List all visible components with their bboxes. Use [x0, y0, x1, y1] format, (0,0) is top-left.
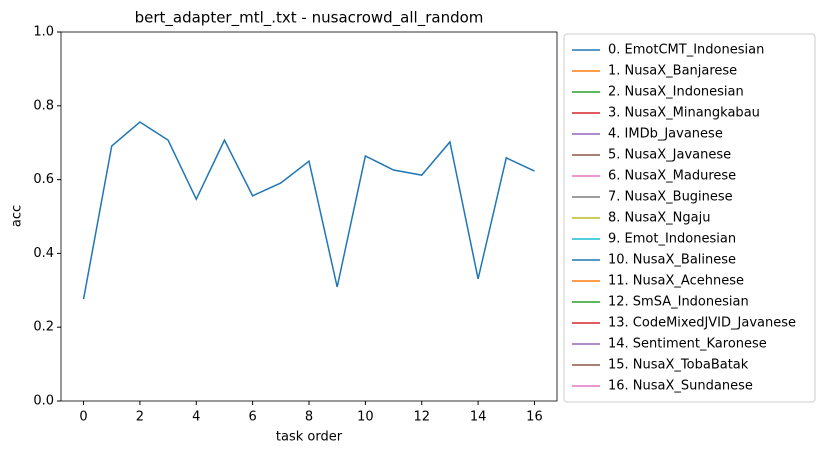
x-tick-label: 6 — [248, 410, 256, 425]
legend-label: 1. NusaX_Banjarese — [608, 64, 737, 79]
legend-label: 15. NusaX_TobaBatak — [608, 358, 749, 373]
x-tick-label: 2 — [136, 410, 144, 425]
legend-label: 14. Sentiment_Karonese — [608, 337, 767, 352]
x-tick-label: 14 — [470, 410, 487, 425]
legend-label: 16. NusaX_Sundanese — [608, 379, 753, 394]
x-tick-label: 4 — [192, 410, 200, 425]
y-tick-label: 0.8 — [33, 98, 54, 113]
y-tick-label: 0.2 — [33, 320, 54, 335]
chart-title: bert_adapter_mtl_.txt - nusacrowd_all_ra… — [135, 9, 484, 28]
x-tick-label: 10 — [357, 410, 374, 425]
legend-label: 2. NusaX_Indonesian — [608, 85, 744, 100]
legend-box — [563, 33, 816, 403]
legend-label: 8. NusaX_Ngaju — [608, 211, 710, 226]
x-tick-label: 0 — [79, 410, 87, 425]
plot-frame — [60, 31, 558, 402]
legend-label: 12. SmSA_Indonesian — [608, 295, 749, 310]
legend-label: 4. IMDb_Javanese — [608, 127, 723, 142]
y-tick-label: 0.4 — [33, 246, 54, 261]
legend-label: 9. Emot_Indonesian — [608, 232, 736, 247]
x-tick-label: 16 — [526, 410, 543, 425]
y-tick-label: 1.0 — [33, 25, 54, 40]
legend-label: 13. CodeMixedJVID_Javanese — [608, 316, 796, 331]
series-line — [82, 121, 535, 300]
legend-label: 6. NusaX_Madurese — [608, 169, 736, 184]
legend-label: 7. NusaX_Buginese — [608, 190, 733, 205]
x-tick-label: 12 — [413, 410, 430, 425]
legend-label: 5. NusaX_Javanese — [608, 148, 731, 163]
y-axis-label: acc — [10, 205, 25, 227]
legend-label: 3. NusaX_Minangkabau — [608, 106, 760, 121]
legend-label: 0. EmotCMT_Indonesian — [608, 43, 764, 58]
legend-label: 11. NusaX_Acehnese — [608, 274, 744, 289]
y-tick-label: 0.6 — [33, 172, 54, 187]
x-tick-label: 8 — [305, 410, 313, 425]
x-axis-label: task order — [276, 430, 343, 445]
legend-label: 10. NusaX_Balinese — [608, 253, 736, 268]
y-tick-label: 0.0 — [33, 394, 54, 409]
